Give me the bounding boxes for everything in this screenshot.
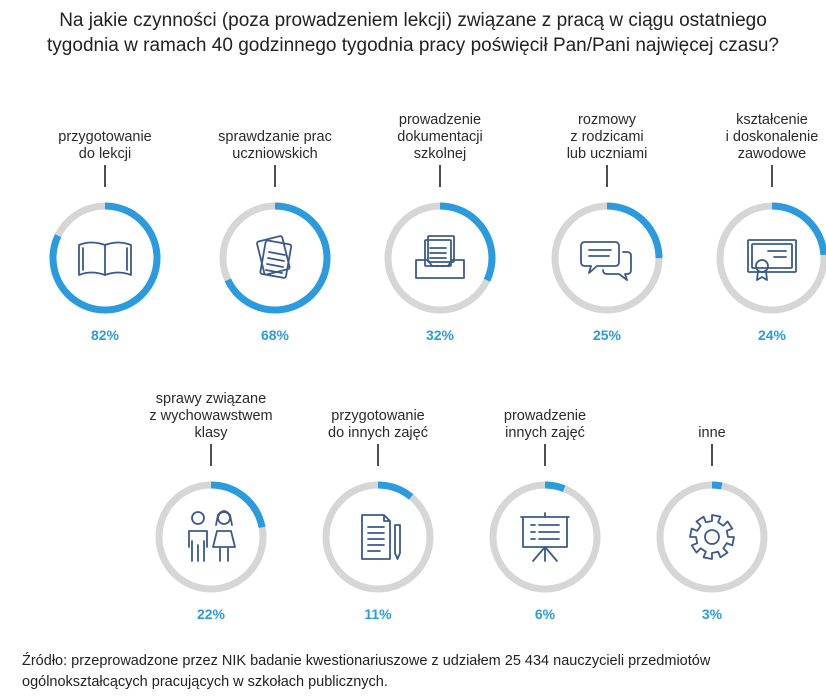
chart-title-line-2: tygodnia w ramach 40 godzinnego tygodnia… (47, 35, 779, 56)
item-label-line: do innych zajęć (328, 425, 428, 441)
item-label-line: klasy (194, 425, 228, 441)
item-label-line: kształcenie (736, 112, 808, 128)
item-label-line: zawodowe (738, 146, 807, 162)
item-label-line: sprawy związane (156, 391, 266, 407)
item-label-line: szkolnej (414, 146, 466, 162)
chat-bubbles-icon (580, 241, 632, 281)
donut-value-arc (384, 202, 496, 314)
papers-icon (256, 235, 293, 279)
donut-value-arc (656, 481, 768, 593)
item-label-line: innych zajęć (505, 425, 585, 441)
donut-value-arc (49, 202, 161, 314)
item-label-line: lub uczniami (567, 146, 648, 162)
item-label-line: uczniowskich (232, 146, 317, 162)
donut-value-arc (489, 481, 601, 593)
item-label-line: dokumentacji (397, 129, 482, 145)
document-tray-icon (415, 235, 465, 279)
donut-value-arc (155, 481, 267, 593)
item-label-line: rozmowy (578, 112, 637, 128)
item-percent: 3% (702, 606, 723, 622)
item-label-line: inne (698, 425, 725, 441)
item-label-line: sprawdzanie prac (218, 129, 332, 145)
source-note-line-2: ogólnokształcących pracujących w szkołac… (22, 674, 388, 690)
item-label-line: prowadzenie (399, 112, 481, 128)
item-label-line: przygotowanie (58, 129, 152, 145)
chart-title: Na jakie czynności (poza prowadzeniem le… (0, 8, 826, 58)
item-percent: 6% (535, 606, 556, 622)
item-percent: 25% (593, 327, 622, 343)
item-percent: 22% (197, 606, 226, 622)
item-percent: 82% (91, 327, 120, 343)
item-percent: 68% (261, 327, 290, 343)
item-label-line: z rodzicami (570, 129, 643, 145)
item-percent: 32% (426, 327, 455, 343)
source-note: Źródło: przeprowadzone przez NIK badanie… (22, 651, 822, 693)
item-label-line: do lekcji (79, 146, 131, 162)
item-label-line: i doskonalenie (726, 129, 819, 145)
book-icon (78, 241, 132, 276)
document-pen-icon (361, 514, 401, 560)
gear-icon (689, 514, 735, 560)
donut-track (489, 481, 601, 593)
presentation-board-icon (520, 512, 570, 562)
item-percent: 11% (364, 606, 392, 622)
donut-item: inne 3% (656, 425, 768, 622)
donut-value-arc (219, 202, 331, 314)
item-percent: 24% (758, 327, 787, 343)
item-label-line: przygotowanie (331, 408, 425, 424)
source-note-line-1: Źródło: przeprowadzone przez NIK badanie… (22, 653, 711, 669)
donut-value-arc (322, 481, 434, 593)
donut-track (322, 481, 434, 593)
chart-title-line-1: Na jakie czynności (poza prowadzeniem le… (59, 10, 767, 31)
students-icon (188, 510, 236, 562)
item-label-line: prowadzenie (504, 408, 586, 424)
item-label-line: z wychowawstwem (149, 408, 272, 424)
certificate-icon (747, 239, 797, 281)
donut-track (656, 481, 768, 593)
donut-value-arc (716, 202, 826, 314)
donut-value-arc (551, 202, 663, 314)
